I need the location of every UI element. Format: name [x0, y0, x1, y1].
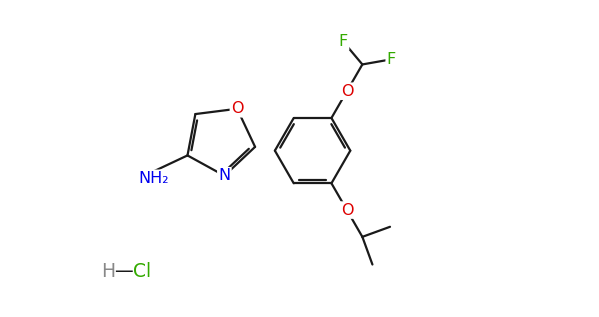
- Text: NH₂: NH₂: [138, 171, 169, 186]
- Text: F: F: [387, 52, 396, 67]
- Text: Cl: Cl: [134, 262, 152, 281]
- Text: F: F: [339, 35, 348, 49]
- Text: —: —: [114, 262, 132, 281]
- Text: O: O: [341, 203, 353, 217]
- Text: N: N: [218, 168, 231, 183]
- Text: H: H: [101, 262, 116, 281]
- Text: O: O: [231, 101, 243, 116]
- Text: O: O: [341, 84, 353, 99]
